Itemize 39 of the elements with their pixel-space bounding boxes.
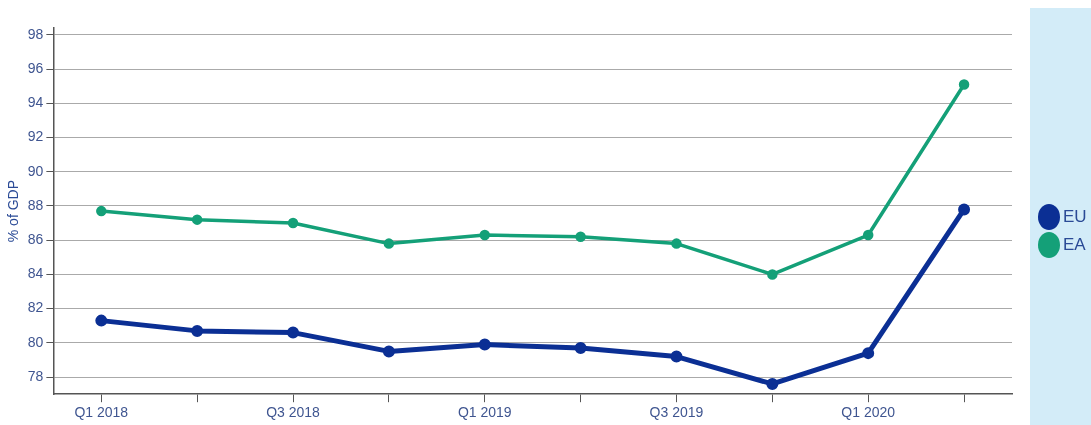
point bbox=[191, 324, 204, 337]
x-tick-label: Q1 2018 bbox=[74, 404, 129, 421]
point bbox=[383, 238, 395, 249]
x-tick-label: Q3 2019 bbox=[649, 404, 704, 421]
point bbox=[287, 326, 300, 339]
point bbox=[479, 229, 491, 241]
y-axis-title: % of GDP bbox=[5, 179, 22, 243]
point bbox=[862, 229, 874, 241]
point bbox=[575, 231, 586, 243]
y-tick-label: 94 bbox=[27, 94, 44, 111]
x-tick-label: Q3 2018 bbox=[266, 404, 321, 421]
point bbox=[96, 205, 107, 217]
point bbox=[95, 314, 108, 327]
x-tick-label: Q1 2019 bbox=[457, 404, 512, 421]
y-tick-label: 88 bbox=[27, 196, 44, 213]
y-tick-label: 96 bbox=[27, 59, 44, 76]
point bbox=[958, 203, 971, 216]
y-tick-label: 78 bbox=[27, 367, 44, 384]
y-tick-label: 84 bbox=[27, 265, 44, 282]
legend-label: EA bbox=[1063, 235, 1086, 255]
point bbox=[478, 338, 491, 351]
point bbox=[767, 269, 778, 280]
point bbox=[191, 214, 203, 225]
point bbox=[862, 347, 875, 360]
y-tick-label: 80 bbox=[27, 333, 44, 350]
y-tick-label: 90 bbox=[27, 162, 44, 179]
y-tick-label: 92 bbox=[27, 128, 44, 145]
point bbox=[382, 345, 395, 358]
point bbox=[766, 377, 779, 390]
y-tick-label: 98 bbox=[27, 25, 44, 42]
point bbox=[670, 350, 683, 363]
y-tick-label: 86 bbox=[27, 231, 44, 248]
x-tick-label: Q1 2020 bbox=[841, 404, 896, 421]
point bbox=[287, 217, 299, 229]
point bbox=[574, 342, 587, 354]
point bbox=[958, 79, 970, 90]
y-tick-label: 82 bbox=[27, 299, 44, 316]
legend-label: EU bbox=[1063, 207, 1087, 227]
point bbox=[671, 238, 682, 249]
